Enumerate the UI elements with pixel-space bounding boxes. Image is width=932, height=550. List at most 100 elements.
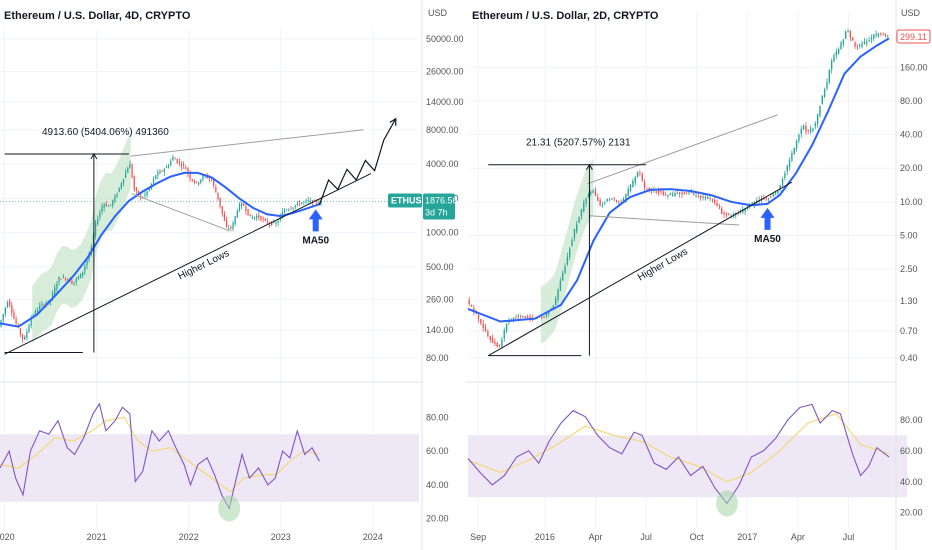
left-price-tag-symbol-bg	[388, 193, 422, 208]
candle-body	[301, 202, 303, 204]
left-price-tag[interactable]: ETHUSD 1876.56 3d 7h	[388, 193, 458, 220]
candle-body	[802, 125, 805, 130]
price-tick-label: 2.50	[900, 264, 918, 274]
candle-body	[155, 175, 157, 179]
candle-body	[807, 129, 809, 131]
left-chart-title: Ethereum / U.S. Dollar, 4D, CRYPTO	[4, 10, 191, 22]
price-tick-label: 80.00	[900, 96, 923, 106]
candle-body	[120, 183, 122, 188]
left-rsi-axis: 80.00 60.00 40.00 20.00	[426, 412, 449, 523]
candle-body	[618, 202, 620, 204]
candle-body	[709, 198, 711, 200]
candle-body	[67, 279, 69, 281]
candle-body	[79, 273, 82, 279]
rsi-tick-label: 80.00	[900, 415, 923, 425]
candle-body	[564, 266, 566, 274]
candle-body	[97, 219, 99, 224]
candle-body	[826, 81, 828, 89]
candle-body	[26, 331, 28, 338]
candle-body	[43, 304, 45, 306]
candle-body	[64, 278, 67, 280]
left-price-tag-bg	[423, 193, 455, 220]
candle-body	[260, 216, 262, 221]
candle-body	[236, 210, 238, 218]
right-rsi-band	[468, 435, 907, 498]
candle-body	[519, 315, 522, 317]
candle-body	[219, 197, 221, 207]
time-tick-label: 2024	[363, 532, 383, 542]
right-measure-label: 21.31 (5207.57%) 2131	[526, 138, 631, 149]
candle-body	[6, 302, 9, 308]
candle-body	[788, 160, 791, 168]
time-tick-label: 2017	[737, 532, 757, 542]
rsi-tick-label: 80.00	[426, 412, 449, 422]
price-tick-label: 26000.00	[426, 66, 464, 76]
candle-body	[294, 205, 296, 207]
candle-body	[669, 193, 671, 195]
left-upper-channel-line	[130, 129, 364, 157]
price-tick-label: 160.00	[900, 62, 928, 72]
candle-body	[133, 176, 135, 190]
candle-body	[21, 333, 24, 339]
candle-body	[868, 39, 870, 42]
candle-body	[109, 204, 112, 206]
candle-body	[852, 37, 854, 41]
price-tick-label: 0.40	[900, 353, 918, 363]
candle-body	[503, 329, 505, 339]
candle-body	[253, 216, 256, 219]
candle-body	[491, 337, 494, 343]
candle-body	[107, 205, 110, 207]
price-tick-label: 20.00	[900, 163, 923, 173]
candle-body	[116, 193, 118, 197]
candle-body	[718, 207, 721, 209]
right-price-tag[interactable]: 299.11	[896, 29, 931, 44]
candle-body	[594, 190, 597, 196]
price-tick-label: 80.00	[426, 353, 449, 363]
candle-body	[524, 316, 526, 318]
candle-body	[36, 309, 39, 313]
price-tick-label: 10.00	[900, 197, 923, 207]
right-rsi-low-circle	[716, 490, 739, 517]
candle-body	[187, 168, 189, 174]
candle-body	[882, 33, 884, 35]
rsi-tick-label: 40.00	[426, 480, 449, 490]
candle-body	[103, 204, 105, 208]
candle-body	[296, 202, 299, 205]
candle-body	[657, 190, 660, 193]
candle-body	[167, 165, 170, 168]
candle-body	[861, 43, 863, 47]
right-price-tag-value: 299.11	[900, 32, 927, 42]
candle-body	[870, 37, 873, 40]
candle-body	[213, 179, 215, 186]
candle-body	[629, 184, 632, 192]
candle-body	[316, 201, 318, 203]
candle-body	[174, 158, 176, 160]
measure-arrowhead-icon	[90, 153, 98, 160]
candle-body	[9, 300, 11, 306]
candle-body	[484, 327, 487, 331]
candle-body	[580, 209, 583, 217]
right-price-axis: 160.00 80.00 40.00 20.00 10.00 5.00 2.50 1.30 0.…	[900, 62, 928, 363]
candle-body	[751, 202, 753, 205]
candle-body	[176, 159, 178, 163]
candle-body	[24, 337, 26, 340]
candle-body	[152, 178, 155, 183]
candle-body	[615, 200, 618, 202]
candle-body	[697, 196, 700, 197]
candle-body	[597, 196, 599, 201]
candle-body	[821, 95, 824, 105]
candle-body	[161, 170, 163, 172]
candle-body	[756, 200, 758, 202]
left-price-tag-countdown: 3d 7h	[425, 207, 448, 217]
candle-body	[105, 203, 107, 207]
left-higher-lows-trendline	[4, 173, 372, 355]
candle-body	[800, 128, 802, 134]
price-tick-label: 500.00	[426, 262, 454, 272]
candle-body	[875, 34, 877, 36]
candle-body	[554, 298, 557, 306]
price-tick-label: 50000.00	[426, 34, 464, 44]
time-tick-label: Oct	[690, 532, 705, 542]
candle-body	[247, 209, 249, 216]
candle-body	[793, 147, 795, 155]
candle-body	[230, 226, 232, 229]
